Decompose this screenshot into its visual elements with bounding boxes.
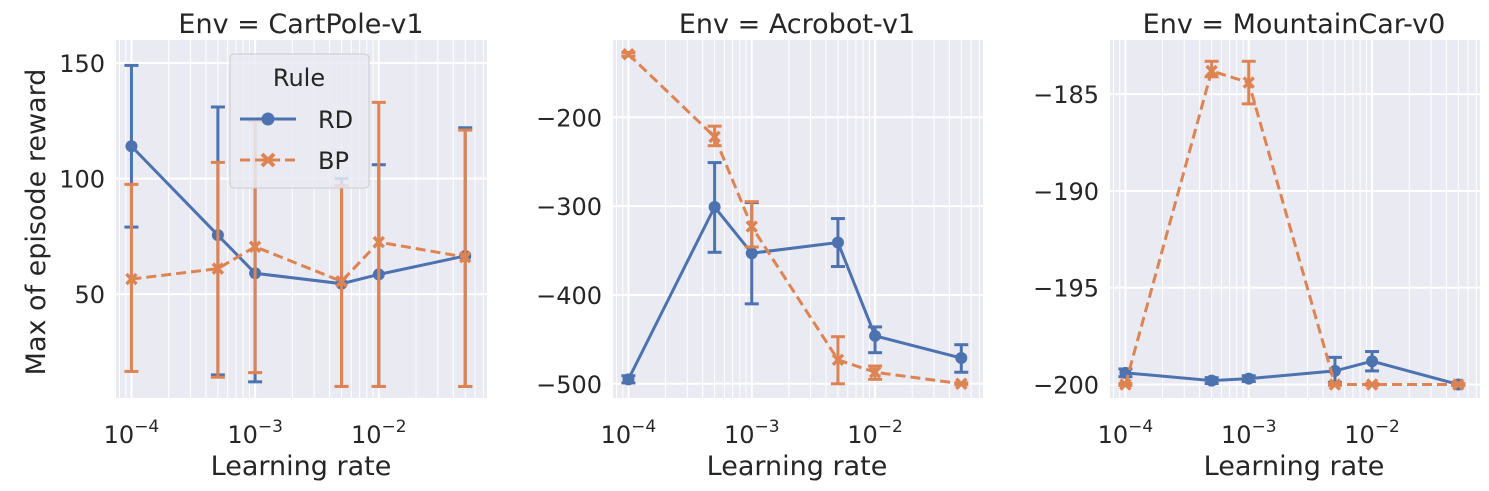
series-line — [1123, 69, 1459, 386]
x-axis-label: Learning rate — [211, 451, 392, 482]
data-point — [372, 235, 386, 249]
plot-area — [613, 40, 983, 398]
data-point — [745, 247, 758, 260]
data-point — [125, 140, 138, 153]
data-point — [1205, 374, 1218, 387]
data-point — [955, 377, 968, 391]
y-tick-label: −185 — [1033, 81, 1099, 109]
panel-title: Env = Acrobot-v1 — [679, 9, 915, 40]
x-tick-label: 10−4 — [1098, 417, 1154, 449]
data-point — [1452, 378, 1465, 391]
data-point — [1365, 378, 1379, 391]
y-tick-label: −500 — [536, 371, 602, 399]
data-point — [335, 275, 348, 288]
series-line — [627, 53, 962, 386]
y-tick-label: 100 — [59, 166, 105, 194]
x-axis-label: Learning rate — [707, 451, 888, 482]
y-tick-label: −300 — [536, 193, 602, 221]
legend-title: Rule — [273, 64, 325, 92]
data-point — [708, 130, 721, 144]
x-tick-label: 10−4 — [601, 417, 657, 449]
series-line — [131, 240, 466, 284]
legend: Rule RD BP — [229, 53, 370, 189]
series-bp — [621, 47, 969, 391]
data-point — [1366, 355, 1379, 368]
data-point — [1242, 76, 1255, 89]
series-bp — [1118, 59, 1466, 391]
series-line — [130, 145, 466, 286]
data-point — [125, 272, 138, 286]
panel-title: Env = MountainCar-v0 — [1143, 9, 1446, 40]
x-tick-label: 10−2 — [351, 417, 407, 449]
series-line — [1125, 359, 1459, 386]
data-point — [248, 240, 262, 253]
x-tick-label: 10−2 — [1344, 417, 1400, 449]
y-tick-label: −400 — [536, 282, 602, 310]
y-tick-label: 150 — [59, 50, 105, 78]
data-point — [1328, 378, 1342, 391]
y-tick-label: 50 — [74, 281, 105, 309]
data-point — [622, 373, 635, 386]
panel-mountaincar: Env = MountainCar-v0 Learning rate −200 −… — [1033, 9, 1480, 482]
series-line — [627, 204, 962, 381]
y-tick-label: −190 — [1033, 178, 1099, 206]
plot-area — [1110, 40, 1480, 398]
data-point — [1119, 378, 1132, 391]
data-point — [745, 220, 758, 233]
x-tick-label: 10−3 — [724, 417, 780, 449]
legend-label-rd: RD — [318, 106, 353, 134]
x-tick-label: 10−3 — [1221, 417, 1277, 449]
panel-title: Env = CartPole-v1 — [178, 9, 423, 40]
data-point — [1242, 372, 1255, 385]
x-tick-label: 10−2 — [847, 417, 903, 449]
y-tick-label: −200 — [536, 104, 602, 132]
plot-background — [613, 40, 983, 398]
data-point — [869, 329, 882, 342]
x-tick-label: 10−3 — [227, 417, 283, 449]
data-point — [868, 366, 882, 379]
data-point — [1205, 64, 1218, 78]
major-gridlines — [613, 40, 983, 398]
data-point — [831, 353, 845, 367]
data-point — [831, 236, 844, 249]
minor-gridlines — [1112, 40, 1477, 398]
data-point — [955, 352, 968, 365]
x-tick-label: 10−4 — [104, 417, 160, 449]
y-axis-label: Max of episode reward — [21, 69, 52, 376]
y-tick-label: −195 — [1033, 275, 1099, 303]
legend-marker-rd — [261, 112, 275, 126]
x-axis-label: Learning rate — [1204, 451, 1385, 482]
panel-acrobot: Env = Acrobot-v1 Learning rate −500 −400 −… — [536, 9, 983, 482]
data-point — [622, 47, 635, 61]
data-point — [458, 250, 472, 264]
data-point — [708, 201, 721, 214]
data-point — [211, 262, 225, 275]
legend-label-bp: BP — [318, 147, 349, 175]
y-tick-label: −200 — [1033, 371, 1099, 399]
legend-marker-bp — [260, 152, 276, 168]
